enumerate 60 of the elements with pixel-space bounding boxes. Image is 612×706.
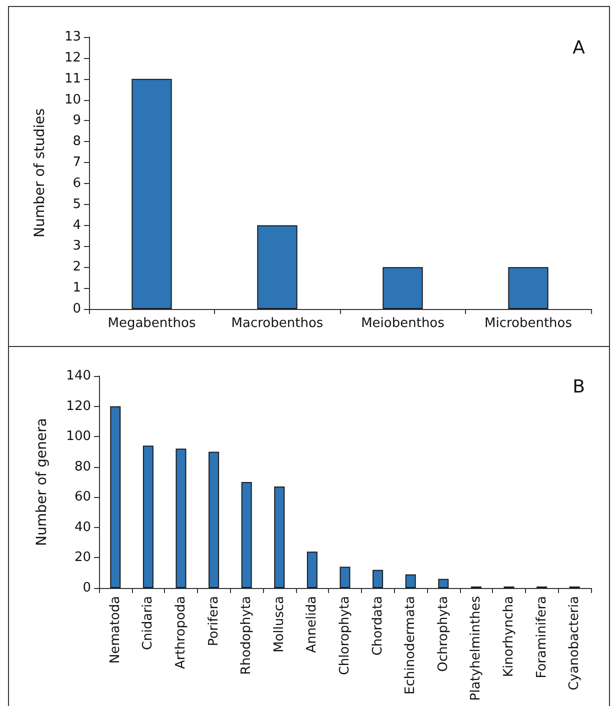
x-tick-label: Platyhelminthes xyxy=(468,596,484,701)
y-tick-label: 2 xyxy=(72,260,81,275)
annotation: B xyxy=(572,376,586,398)
bar xyxy=(208,452,220,588)
y-tick-label: 1 xyxy=(72,280,81,296)
y-tick-label: 40 xyxy=(74,520,91,535)
bar xyxy=(405,574,416,588)
x-tick-label: Mollusca xyxy=(272,596,287,653)
y-tick-label: 120 xyxy=(66,398,91,414)
bar xyxy=(110,406,121,588)
x-tick-label: Foraminifera xyxy=(534,596,550,678)
x-tick-label: Arthropoda xyxy=(174,596,188,670)
x-tick-label: Rhodophyta xyxy=(239,596,254,675)
x-tick-label: Chordata xyxy=(370,596,386,656)
x-tick-label: Ochrophyta xyxy=(436,596,451,672)
y-tick-label: 140 xyxy=(66,368,91,384)
bar xyxy=(340,566,350,588)
y-axis-title: Number of studies xyxy=(32,108,48,238)
y-tick-label: 13 xyxy=(64,30,81,44)
bar xyxy=(508,267,548,309)
y-tick-label: 4 xyxy=(72,218,81,233)
y-tick-label: 12 xyxy=(64,50,81,66)
annotation: A xyxy=(572,38,586,58)
y-tick-label: 0 xyxy=(82,580,91,596)
x-tick-label: Macrobenthos xyxy=(231,316,324,331)
x-tick-label: Cyanobacteria xyxy=(567,596,582,690)
bar xyxy=(257,225,298,309)
x-tick-label: Chlorophyta xyxy=(338,596,352,676)
y-tick-label: 100 xyxy=(66,429,91,444)
y-axis-title: Number of genera xyxy=(34,418,50,546)
bar xyxy=(142,446,154,588)
y-tick-label: 80 xyxy=(74,459,91,474)
y-tick-label: 7 xyxy=(72,155,81,170)
bar xyxy=(132,78,172,309)
x-tick-label: Annelida xyxy=(304,596,320,653)
y-tick-label: 60 xyxy=(74,490,91,505)
bar xyxy=(438,578,449,588)
x-tick-label: Porifera xyxy=(206,596,222,646)
x-tick-label: Meiobenthos xyxy=(361,316,445,331)
y-tick-label: 3 xyxy=(72,238,81,254)
x-tick-label: Kinorhyncha xyxy=(502,596,516,677)
x-tick-label: Echinodermata xyxy=(403,596,418,694)
x-tick-label: Megabenthos xyxy=(108,316,196,331)
bar xyxy=(372,570,384,588)
y-tick-label: 5 xyxy=(72,196,81,212)
bar xyxy=(274,486,285,588)
bar xyxy=(176,448,186,588)
x-tick-label: Microbenthos xyxy=(484,316,572,331)
y-tick-label: 8 xyxy=(72,134,81,150)
bar xyxy=(382,267,423,309)
y-tick-label: 6 xyxy=(72,176,81,191)
y-tick-label: 0 xyxy=(72,302,81,316)
y-tick-label: 11 xyxy=(64,71,81,86)
x-tick-label: Cnidaria xyxy=(140,596,156,650)
y-tick-label: 10 xyxy=(64,92,81,108)
bar xyxy=(306,552,318,588)
bar xyxy=(241,482,252,588)
y-tick-label: 9 xyxy=(72,113,81,128)
x-tick-label: Nematoda xyxy=(108,596,123,664)
y-tick-label: 20 xyxy=(74,550,91,566)
